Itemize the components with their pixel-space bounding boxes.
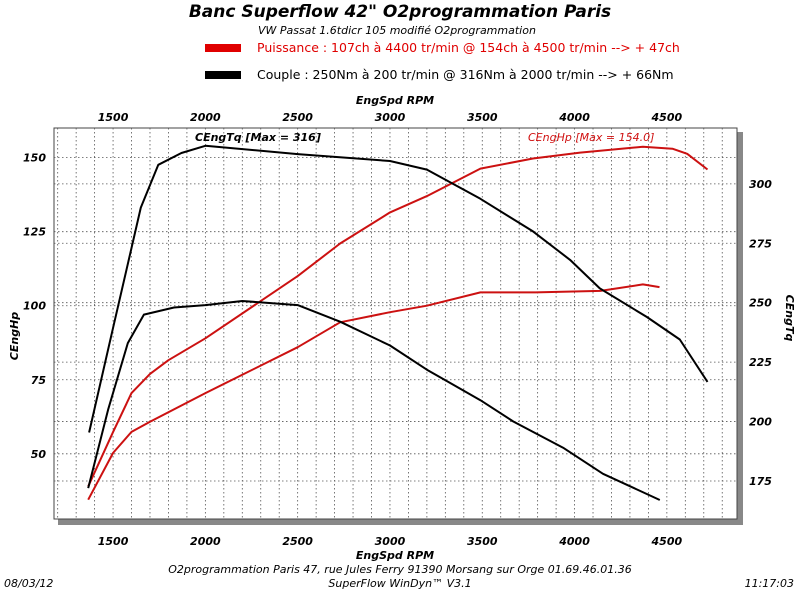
x-tick-label-top: 2000 xyxy=(190,111,221,124)
y-tick-label-right: 250 xyxy=(749,297,772,310)
torque-curve-3 xyxy=(87,300,661,501)
x-tick-label-top: 3000 xyxy=(375,111,406,124)
y-tick-label-left: 125 xyxy=(23,226,46,239)
plot-frame xyxy=(53,127,738,520)
x-tick-label-top: 4500 xyxy=(651,111,683,124)
y-tick-label-right: 225 xyxy=(749,356,772,369)
x-tick-label-bottom: 4000 xyxy=(558,535,590,548)
frame-shadow-bottom xyxy=(58,519,741,525)
x-tick-label-bottom: 2000 xyxy=(190,535,221,548)
y-tick-label-left: 75 xyxy=(31,374,47,387)
x-tick-label-bottom: 1500 xyxy=(98,535,129,548)
legend-label: Puissance : 107ch à 4400 tr/min @ 154ch … xyxy=(257,40,680,55)
y-axis-label-left: CEngHp xyxy=(8,312,21,360)
x-tick-label-bottom: 2500 xyxy=(282,535,313,548)
chart-subtitle: VW Passat 1.6tdicr 105 modifié O2program… xyxy=(258,24,536,37)
y-tick-label-right: 175 xyxy=(749,475,772,488)
legend-label: Couple : 250Nm à 200 tr/min @ 316Nm à 20… xyxy=(257,67,674,82)
y-tick-label-left: 150 xyxy=(23,152,46,165)
hp-curve-0 xyxy=(87,145,709,487)
footer-date: 08/03/12 xyxy=(4,577,54,590)
legend-item-puissance: Puissance : 107ch à 4400 tr/min @ 154ch … xyxy=(205,40,680,55)
y-tick-label-right: 300 xyxy=(749,178,772,191)
footer-software: SuperFlow WinDyn™ V3.1 xyxy=(328,577,472,590)
legend-swatch-black xyxy=(205,70,241,79)
footer-address: O2programmation Paris 47, rue Jules Ferr… xyxy=(168,563,632,576)
x-tick-label-bottom: 3500 xyxy=(467,535,498,548)
hp-max-annotation: CEngHp [Max = 154.0] xyxy=(528,131,654,144)
torque-curve-2 xyxy=(88,144,709,433)
frame-shadow-right xyxy=(737,132,743,525)
legend-item-couple: Couple : 250Nm à 200 tr/min @ 316Nm à 20… xyxy=(205,67,674,82)
y-tick-label-left: 50 xyxy=(31,448,47,461)
legend-swatch-red xyxy=(205,43,241,52)
x-tick-label-bottom: 4500 xyxy=(651,535,683,548)
x-tick-label-top: 4000 xyxy=(558,111,590,124)
y-axis-label-right: CEngTq xyxy=(783,295,796,342)
x-tick-label-top: 1500 xyxy=(98,111,129,124)
x-tick-label-top: 2500 xyxy=(282,111,313,124)
footer-time: 11:17:03 xyxy=(744,577,794,590)
y-tick-label-right: 200 xyxy=(749,416,772,429)
x-tick-label-top: 3500 xyxy=(467,111,498,124)
x-axis-label-bottom: EngSpd RPM xyxy=(356,549,434,562)
y-tick-label-left: 100 xyxy=(23,300,46,313)
hp-curve-1 xyxy=(87,283,660,501)
x-tick-label-bottom: 3000 xyxy=(375,535,406,548)
y-tick-label-right: 275 xyxy=(749,237,772,250)
x-axis-label-top: EngSpd RPM xyxy=(356,94,434,107)
chart-title: Banc Superflow 42" O2programmation Paris xyxy=(188,2,612,22)
torque-max-annotation: CEngTq [Max = 316] xyxy=(195,131,321,144)
